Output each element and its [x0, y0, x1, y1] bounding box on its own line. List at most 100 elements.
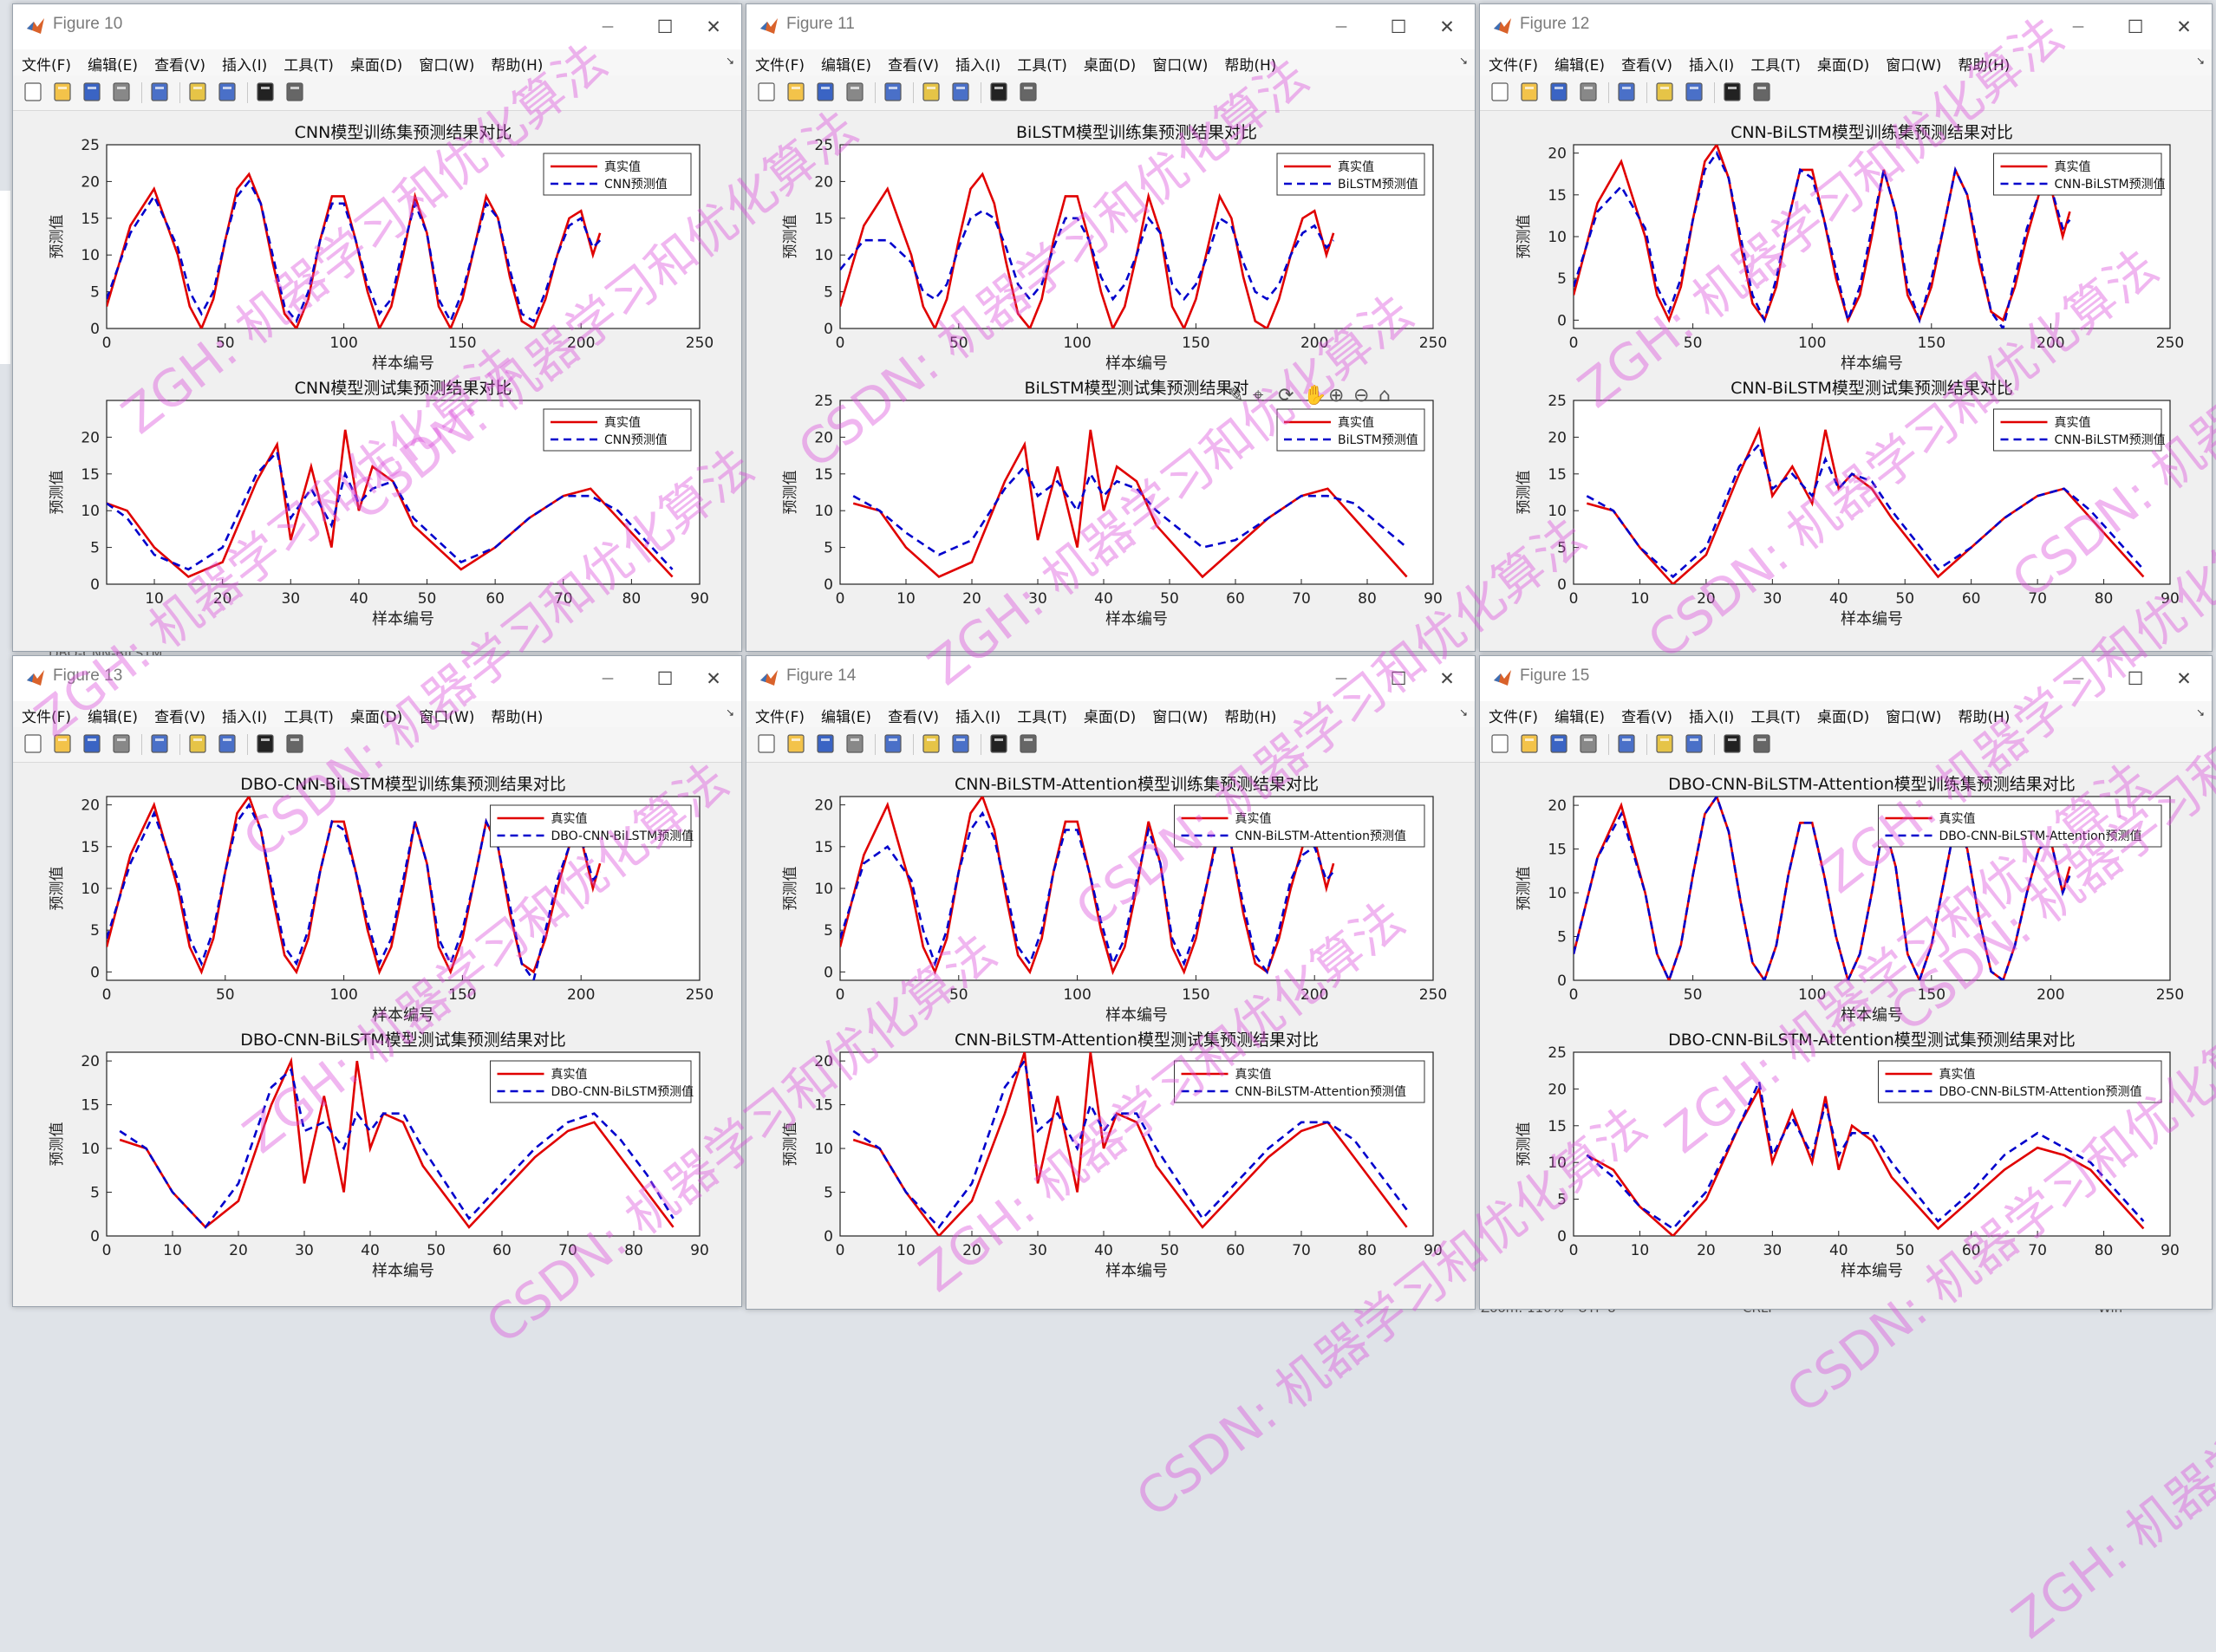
new-figure-icon[interactable] [22, 732, 44, 755]
menu-item[interactable]: 桌面(D) [1816, 709, 1870, 726]
pointer-icon[interactable] [1721, 732, 1743, 755]
save-icon[interactable] [814, 81, 837, 103]
print-icon[interactable] [844, 732, 866, 755]
maximize-button[interactable]: ☐ [2127, 668, 2144, 689]
colorbar-icon[interactable] [920, 81, 942, 103]
menu-overflow-icon[interactable]: ↘ [725, 55, 734, 67]
legend[interactable]: 真实值 DBO-CNN-BiLSTM-Attention预测值 [1878, 1060, 2162, 1103]
save-icon[interactable] [81, 732, 103, 755]
save-icon[interactable] [1548, 81, 1570, 103]
pointer-icon[interactable] [987, 732, 1010, 755]
maximize-button[interactable]: ☐ [1390, 16, 1407, 37]
menu-item[interactable]: 桌面(D) [1816, 57, 1870, 75]
menu-item[interactable]: 文件(F) [755, 57, 805, 75]
open-file-icon[interactable] [1518, 732, 1541, 755]
save-icon[interactable] [81, 81, 103, 103]
pointer-icon[interactable] [987, 81, 1010, 103]
close-button[interactable]: ✕ [2176, 16, 2192, 37]
menu-item[interactable]: 帮助(H) [1958, 57, 2011, 75]
pointer-icon[interactable] [254, 81, 277, 103]
menu-item[interactable]: 文件(F) [1489, 57, 1539, 75]
print-icon[interactable] [844, 81, 866, 103]
axes-train[interactable]: CNN模型训练集预测结果对比 0 50 100 150 200 250 0 5 10 15 20 25 样… [49, 123, 714, 373]
menu-item[interactable]: 编辑(E) [1554, 57, 1606, 75]
menu-item[interactable]: 插入(I) [221, 57, 268, 75]
menu-overflow-icon[interactable]: ↘ [2195, 55, 2205, 67]
menu-item[interactable]: 编辑(E) [1554, 709, 1606, 726]
menu-item[interactable]: 工具(T) [1017, 57, 1067, 75]
menu-item[interactable]: 窗口(W) [419, 709, 475, 726]
menu-item[interactable]: 查看(V) [1621, 709, 1672, 726]
menu-item[interactable]: 查看(V) [1621, 57, 1672, 75]
zoom-out-icon[interactable]: ⊖ [1353, 385, 1370, 406]
legend[interactable]: 真实值 DBO-CNN-BiLSTM-Attention预测值 [1878, 804, 2162, 848]
pointer-icon[interactable] [1721, 81, 1743, 103]
axes-test[interactable]: CNN-BiLSTM-Attention模型测试集预测结果对比 0 10 20 30 40… [782, 1031, 1443, 1280]
legend[interactable]: 真实值 CNN-BiLSTM-Attention预测值 [1174, 1060, 1425, 1103]
legend-icon[interactable] [1683, 81, 1705, 103]
menu-item[interactable]: 编辑(E) [821, 57, 872, 75]
open-file-icon[interactable] [51, 732, 74, 755]
open-file-icon[interactable] [785, 732, 807, 755]
menu-item[interactable]: 插入(I) [221, 709, 268, 726]
menu-item[interactable]: 文件(F) [755, 709, 805, 726]
property-inspector-icon[interactable] [1750, 81, 1773, 103]
axes-test[interactable]: BiLSTM模型测试集预测结果对 0 10 20 30 40 50 60 70 80 90 0 5 10 1… [782, 379, 1443, 628]
link-plot-icon[interactable] [148, 732, 171, 755]
menu-overflow-icon[interactable]: ↘ [2195, 706, 2205, 719]
menu-item[interactable]: 帮助(H) [491, 57, 544, 75]
menu-item[interactable]: 帮助(H) [1224, 709, 1277, 726]
data-tips-icon[interactable]: ⌖ [1253, 385, 1264, 406]
legend[interactable]: 真实值 DBO-CNN-BiLSTM预测值 [490, 804, 694, 848]
colorbar-icon[interactable] [1653, 81, 1676, 103]
menu-item[interactable]: 插入(I) [955, 709, 1001, 726]
link-plot-icon[interactable] [1615, 732, 1638, 755]
menu-item[interactable]: 工具(T) [284, 709, 334, 726]
title-bar[interactable]: Figure 14 — ☐ ✕ [746, 656, 1475, 702]
legend[interactable]: 真实值 BiLSTM预测值 [1276, 153, 1425, 196]
menu-overflow-icon[interactable]: ↘ [725, 706, 734, 719]
legend-icon[interactable] [949, 81, 972, 103]
link-plot-icon[interactable] [148, 81, 171, 103]
menu-item[interactable]: 工具(T) [1750, 57, 1801, 75]
close-button[interactable]: ✕ [1439, 16, 1455, 37]
new-figure-icon[interactable] [1489, 81, 1511, 103]
menu-item[interactable]: 帮助(H) [491, 709, 544, 726]
title-bar[interactable]: Figure 15 — ☐ ✕ [1480, 656, 2212, 702]
title-bar[interactable]: Figure 13 — ☐ ✕ [13, 656, 741, 702]
link-plot-icon[interactable] [1615, 81, 1638, 103]
minimize-button[interactable]: — [1335, 672, 1347, 686]
legend[interactable]: 真实值 CNN-BiLSTM预测值 [1993, 153, 2166, 196]
colorbar-icon[interactable] [920, 732, 942, 755]
menu-overflow-icon[interactable]: ↘ [1458, 706, 1468, 719]
axes-test[interactable]: DBO-CNN-BiLSTM-Attention模型测试集预测结果对比 0 10 20… [1515, 1031, 2180, 1280]
legend-icon[interactable] [949, 732, 972, 755]
menu-item[interactable]: 插入(I) [955, 57, 1001, 75]
property-inspector-icon[interactable] [1017, 732, 1040, 755]
home-icon[interactable]: ⌂ [1378, 385, 1391, 406]
menu-item[interactable]: 桌面(D) [1083, 57, 1137, 75]
brush-icon[interactable]: ✎ [1228, 385, 1244, 406]
menu-item[interactable]: 窗口(W) [419, 57, 475, 75]
property-inspector-icon[interactable] [1750, 732, 1773, 755]
legend[interactable]: 真实值 DBO-CNN-BiLSTM预测值 [490, 1060, 694, 1103]
menu-item[interactable]: 桌面(D) [1083, 709, 1137, 726]
menu-item[interactable]: 查看(V) [154, 57, 205, 75]
menu-item[interactable]: 插入(I) [1688, 57, 1735, 75]
axes-train[interactable]: BiLSTM模型训练集预测结果对比 0 50 100 150 200 250 0 5 10 15 20… [782, 123, 1447, 373]
maximize-button[interactable]: ☐ [656, 16, 674, 37]
menu-item[interactable]: 文件(F) [22, 57, 72, 75]
legend[interactable]: 真实值 CNN预测值 [543, 408, 692, 452]
link-plot-icon[interactable] [882, 81, 904, 103]
menu-item[interactable]: 编辑(E) [88, 57, 139, 75]
menu-item[interactable]: 窗口(W) [1886, 709, 1942, 726]
menu-item[interactable]: 文件(F) [22, 709, 72, 726]
legend-icon[interactable] [216, 732, 238, 755]
minimize-button[interactable]: — [602, 20, 614, 34]
